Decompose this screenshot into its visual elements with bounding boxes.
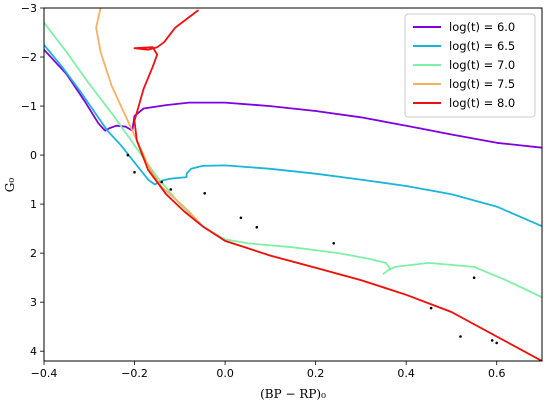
legend-label-4: log(t) = 8.0 (449, 96, 515, 110)
y-tick-label-1: −2 (21, 51, 37, 64)
scatter-point-6 (255, 225, 259, 229)
scatter-point-0 (126, 153, 130, 157)
scatter-point-7 (332, 242, 336, 245)
plot-area (44, 8, 542, 361)
x-axis: −0.4 −0.2 0.0 0.2 0.4 0.6 (31, 361, 506, 380)
scatter-point-11 (490, 339, 494, 342)
x-tick-label-2: 0.0 (216, 367, 234, 380)
legend: log(t) = 6.0 log(t) = 6.5 log(t) = 7.0 log(… (404, 13, 536, 118)
x-tick-label-4: 0.4 (397, 367, 415, 380)
scatter-point-2 (160, 180, 163, 184)
series-line-4 (133, 9, 542, 361)
plot-frame (43, 7, 543, 362)
y-tick-label-7: 4 (30, 345, 37, 358)
y-tick-label-3: 0 (30, 149, 37, 162)
y-tick-label-2: −1 (21, 100, 37, 113)
x-tick-label-1: −0.2 (121, 367, 148, 380)
scatter-point-1 (133, 170, 136, 174)
x-tick-label-5: 0.6 (488, 367, 506, 380)
y-axis: −3 −2 −1 0 1 2 3 4 (21, 2, 44, 358)
scatter-point-12 (495, 341, 499, 345)
legend-box (404, 13, 536, 118)
scatter-point-8 (429, 306, 433, 310)
scatter-point-3 (169, 188, 173, 191)
scatter-point-5 (239, 216, 243, 220)
series-line-1 (44, 43, 542, 228)
series-layer (44, 8, 542, 361)
y-tick-label-6: 3 (30, 296, 37, 309)
y-tick-label-4: 1 (30, 198, 37, 211)
scatter-layer (126, 153, 499, 345)
y-axis-label: G₀ (3, 178, 17, 193)
x-tick-label-0: −0.4 (31, 367, 58, 380)
y-tick-label-0: −3 (21, 2, 37, 15)
scatter-point-9 (459, 335, 462, 338)
series-line-0 (44, 48, 542, 149)
legend-label-0: log(t) = 6.0 (449, 20, 515, 34)
scatter-point-4 (203, 192, 206, 195)
x-axis-label: (BP − RP)₀ (260, 387, 326, 401)
y-tick-label-5: 2 (30, 247, 37, 260)
series-line-2 (44, 21, 542, 299)
x-tick-label-3: 0.2 (307, 367, 325, 380)
legend-label-1: log(t) = 6.5 (449, 39, 515, 53)
scatter-point-10 (472, 276, 476, 280)
legend-label-3: log(t) = 7.5 (449, 77, 515, 91)
legend-label-2: log(t) = 7.0 (449, 58, 515, 72)
